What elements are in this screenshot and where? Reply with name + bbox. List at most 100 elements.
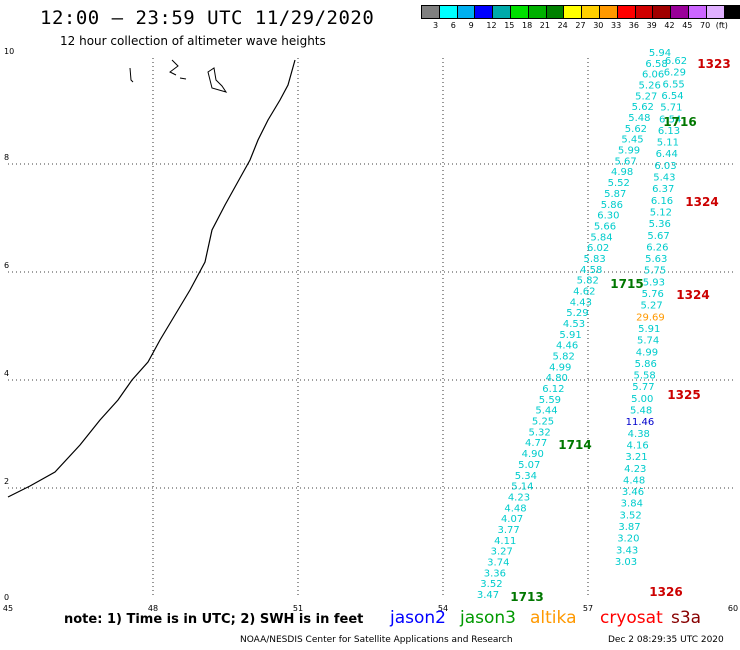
swh-value: 3.84 (621, 499, 643, 510)
swh-value: 5.29 (566, 308, 588, 319)
swh-value: 5.62 (632, 102, 654, 113)
altimeter-track-b: 6.626.296.556.545.716.546.135.116.446.03… (615, 56, 687, 568)
swh-value: 4.48 (504, 503, 526, 514)
scale-swatch (598, 5, 617, 19)
swh-value: 4.77 (525, 438, 547, 449)
scale-swatch (616, 5, 635, 19)
swh-value: 11.46 (626, 417, 655, 428)
scale-swatch (509, 5, 528, 19)
swh-value: 3.21 (625, 452, 647, 463)
island (179, 77, 187, 80)
island (169, 59, 179, 76)
satellite-legend-item: cryosat (600, 608, 663, 628)
swh-value: 3.20 (617, 534, 639, 545)
scale-swatch (438, 5, 457, 19)
page-subtitle: 12 hour collection of altimeter wave hei… (60, 34, 326, 48)
swh-value: 4.99 (549, 362, 571, 373)
pass-label: 1715 (610, 277, 643, 291)
swh-value: 6.54 (661, 91, 683, 102)
scale-swatch (563, 5, 582, 19)
y-tick-label: 10 (4, 47, 14, 56)
swh-value: 5.82 (553, 352, 575, 363)
pass-label: 1326 (649, 585, 682, 599)
swh-value: 5.94 (649, 48, 671, 59)
swh-value: 6.03 (654, 161, 676, 172)
swh-value: 6.02 (587, 243, 609, 254)
scale-swatch (474, 5, 493, 19)
pass-labels: 1323 1716 1324 1715 1324 1325 1714 1713 1326 (510, 57, 730, 604)
scale-swatch (456, 5, 475, 19)
scale-label: 42 (664, 21, 675, 30)
scale-swatch (634, 5, 653, 19)
swh-value: 5.25 (532, 417, 554, 428)
swh-value: 6.12 (542, 384, 564, 395)
credit-text: NOAA/NESDIS Center for Satellite Applica… (240, 635, 513, 645)
scale-label: 70 (700, 21, 711, 30)
swh-value: 4.38 (628, 429, 650, 440)
swh-value: 6.30 (597, 211, 619, 222)
scale-label: 9 (468, 21, 474, 30)
swh-value: 4.53 (563, 319, 585, 330)
satellite-legend-item: s3a (671, 608, 702, 628)
scale-swatch (670, 5, 688, 19)
swh-value: 6.06 (642, 70, 664, 81)
swh-value: 5.75 (644, 266, 666, 277)
scale-swatch (492, 5, 510, 19)
swh-value: 5.14 (511, 482, 533, 493)
swh-value: 5.82 (577, 276, 599, 287)
scale-label: 18 (522, 21, 533, 30)
swh-value: 5.99 (618, 146, 640, 157)
swh-value: 5.27 (640, 301, 662, 312)
swh-value: 4.46 (556, 341, 578, 352)
swh-value: 4.58 (580, 265, 602, 276)
scale-label: 12 (486, 21, 497, 30)
scale-label: 6 (450, 21, 456, 30)
swh-value: 4.43 (570, 297, 592, 308)
swh-value: 5.66 (594, 221, 616, 232)
swh-value: 6.16 (651, 196, 673, 207)
swh-value: 5.48 (628, 113, 650, 124)
y-tick-label: 8 (4, 153, 9, 162)
x-tick-label: 57 (583, 604, 593, 613)
swh-value: 4.07 (501, 514, 523, 525)
swh-value: 4.90 (522, 449, 544, 460)
scale-swatch (705, 5, 724, 19)
satellite-legend-item: jason2 (390, 608, 446, 628)
scale-swatch (545, 5, 564, 19)
swh-value: 5.45 (621, 135, 643, 146)
x-tick-label: 60 (728, 604, 738, 613)
pass-label: 1325 (667, 388, 700, 402)
swh-value: 6.37 (652, 184, 674, 195)
swh-value: 3.27 (491, 547, 513, 558)
swh-value: 6.55 (663, 79, 685, 90)
swh-value: 6.29 (664, 68, 686, 79)
scale-swatch (581, 5, 599, 19)
swh-value: 5.76 (642, 289, 664, 300)
swh-value: 5.36 (649, 219, 671, 230)
swh-value: 5.12 (650, 207, 672, 218)
swh-value: 6.13 (658, 126, 680, 137)
swh-value: 3.52 (620, 510, 642, 521)
pass-label: 1713 (510, 590, 543, 604)
swh-value: 6.62 (665, 56, 687, 67)
swh-value: 4.99 (636, 347, 658, 358)
scale-swatch (527, 5, 546, 19)
swh-value: 4.48 (623, 475, 645, 486)
swh-value: 3.52 (480, 579, 502, 590)
x-tick-label: 48 (148, 604, 158, 613)
scale-label: 30 (593, 21, 604, 30)
scale-label: 33 (611, 21, 622, 30)
footer-note: note: 1) Time is in UTC; 2) SWH is in fe… (64, 612, 364, 627)
swh-value: 4.23 (508, 492, 530, 503)
satellite-legend-item: jason3 (460, 608, 516, 628)
swh-value: 4.23 (624, 464, 646, 475)
swh-value: 5.26 (639, 81, 661, 92)
color-scale-labels: 3 6 9 12 15 18 21 24 27 30 33 36 39 42 45 70 (ft) (421, 21, 740, 33)
swh-value: 5.27 (635, 91, 657, 102)
swh-value: 5.48 (630, 406, 652, 417)
pass-label: 1716 (663, 115, 696, 129)
map-tick-labels: 45 48 51 54 57 60 0 2 4 6 8 10 (3, 47, 738, 613)
swh-value: 6.58 (645, 59, 667, 70)
swh-value: 5.07 (518, 460, 540, 471)
swh-value: 29.69 (636, 312, 665, 323)
